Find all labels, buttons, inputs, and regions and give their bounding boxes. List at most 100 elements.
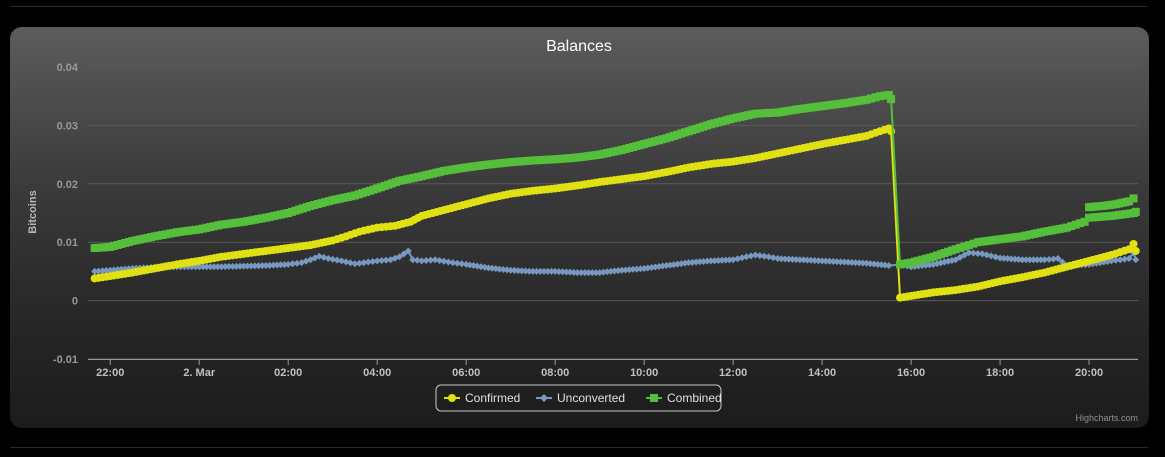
data-point [514, 267, 522, 275]
data-point [333, 256, 341, 264]
x-tick-label: 2. Mar [183, 367, 216, 379]
data-point [351, 260, 359, 268]
data-point [435, 256, 443, 264]
data-point [555, 268, 563, 276]
y-tick-label: 0.01 [57, 237, 78, 249]
data-point [533, 267, 541, 275]
data-point [707, 257, 715, 265]
legend-box [435, 384, 722, 412]
data-point [1125, 197, 1134, 206]
data-point [102, 267, 110, 275]
data-point [247, 262, 255, 270]
data-point [547, 267, 555, 275]
data-point [466, 261, 474, 269]
chart-panel: Balances -0.01 0 0.01 0.02 0.03 0.04 22:00 2. … [10, 27, 1149, 428]
data-point [965, 249, 973, 257]
data-point [577, 269, 585, 277]
data-point [870, 260, 878, 268]
data-point [225, 263, 233, 271]
top-divider [10, 6, 1148, 7]
data-point [1132, 256, 1140, 264]
data-point [922, 261, 930, 269]
data-point [251, 262, 259, 270]
y-tick-label: -0.01 [53, 354, 78, 366]
series-combined [90, 91, 1140, 269]
data-point [378, 256, 386, 264]
data-point [859, 259, 867, 267]
data-point [269, 261, 277, 269]
data-point [792, 256, 800, 264]
data-point [718, 256, 726, 264]
data-point [956, 243, 965, 252]
bottom-divider [10, 447, 1148, 448]
data-point [536, 267, 544, 275]
data-point [760, 252, 768, 260]
legend-item-confirmed[interactable]: Confirmed [444, 391, 520, 405]
y-tick-label: 0.03 [57, 120, 78, 132]
legend[interactable]: Confirmed Unconverted Combined [435, 384, 722, 412]
data-point [409, 256, 417, 264]
data-point [449, 259, 457, 267]
y-tick-label: 0.04 [57, 62, 79, 74]
balances-chart: Balances -0.01 0 0.01 0.02 0.03 0.04 22:00 2. … [27, 38, 1140, 423]
data-point [1080, 217, 1089, 226]
data-point [769, 254, 777, 262]
data-point [240, 262, 248, 270]
data-point [544, 267, 552, 275]
data-point [599, 268, 607, 276]
data-point [1116, 256, 1124, 264]
data-point [236, 262, 244, 270]
data-point [926, 261, 934, 269]
data-point [1129, 194, 1138, 203]
data-point [722, 256, 730, 264]
data-point [822, 257, 830, 265]
data-point [844, 258, 852, 266]
legend-diamond-icon [540, 394, 548, 402]
data-point [711, 257, 719, 265]
data-point [255, 262, 263, 270]
data-point [1054, 255, 1062, 263]
data-point [833, 258, 841, 266]
data-point [855, 259, 863, 267]
x-tick-label: 10:00 [630, 367, 658, 379]
data-point [829, 257, 837, 265]
data-point [800, 256, 808, 264]
data-point [681, 259, 689, 267]
legend-item-unconverted[interactable]: Unconverted [536, 391, 625, 405]
y-tick-label: 0 [72, 296, 78, 308]
data-point [373, 257, 381, 265]
data-point [1041, 256, 1049, 264]
data-point [1131, 207, 1140, 216]
data-point [774, 255, 782, 263]
data-point [875, 92, 884, 101]
y-axis-ticks: -0.01 0 0.01 0.02 0.03 0.04 [53, 62, 79, 366]
data-point [747, 252, 755, 260]
legend-item-combined[interactable]: Combined [646, 391, 722, 405]
data-point [1125, 255, 1133, 263]
data-point [404, 247, 412, 255]
credits-link[interactable]: Highcharts.com [1075, 413, 1138, 423]
data-point [1029, 256, 1037, 264]
data-point [422, 256, 430, 264]
series-combined-extra [1085, 194, 1138, 212]
data-point [199, 263, 207, 271]
data-point [996, 254, 1004, 262]
data-point [324, 255, 332, 263]
data-point [585, 269, 593, 277]
data-point [210, 263, 218, 271]
data-point [862, 95, 871, 104]
data-point [1022, 256, 1030, 264]
data-point [281, 261, 289, 269]
data-point [781, 255, 789, 263]
x-tick-label: 12:00 [719, 367, 747, 379]
data-point [640, 264, 648, 272]
data-point [453, 259, 461, 267]
data-point [937, 259, 945, 267]
data-point [289, 260, 297, 268]
data-point [540, 267, 548, 275]
data-point [1000, 254, 1008, 262]
data-point [1033, 256, 1041, 264]
data-point [214, 263, 222, 271]
data-point [987, 252, 995, 260]
data-point [866, 260, 874, 268]
